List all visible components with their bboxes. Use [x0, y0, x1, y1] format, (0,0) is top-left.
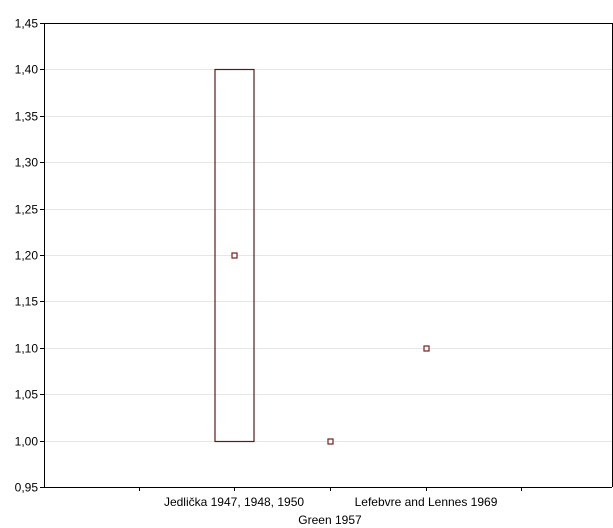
- y-tick-label: 1,45: [15, 17, 39, 31]
- grid-lines: [44, 69, 612, 442]
- center-marker: [327, 438, 334, 445]
- y-tick-label: 1,40: [15, 63, 39, 77]
- center-marker: [231, 252, 238, 259]
- y-tick-label: 1,25: [15, 203, 39, 217]
- y-tick-label: 1,05: [15, 388, 39, 402]
- center-marker: [423, 345, 430, 352]
- y-axis-ticks: 0,95 1,00 1,05 1,10 1,15 1,20 1,25 1,30 1,35 1,40…: [15, 17, 44, 495]
- category-label: Lefebvre and Lennes 1969: [355, 495, 498, 509]
- y-tick-label: 0,95: [15, 481, 39, 495]
- category-label: Green 1957: [298, 513, 362, 527]
- boxes: [214, 68, 430, 445]
- category-label: Jedlička 1947, 1948, 1950: [164, 495, 304, 509]
- y-tick-label: 1,00: [15, 435, 39, 449]
- y-tick-label: 1,30: [15, 156, 39, 170]
- x-axis-ticks: [139, 487, 522, 491]
- y-tick-label: 1,20: [15, 249, 39, 263]
- y-tick-label: 1,35: [15, 110, 39, 124]
- box-range: [214, 68, 255, 443]
- y-tick-label: 1,10: [15, 342, 39, 356]
- y-tick-label: 1,15: [15, 295, 39, 309]
- category-labels: Jedlička 1947, 1948, 1950 Green 1957 Lefeb…: [164, 495, 498, 527]
